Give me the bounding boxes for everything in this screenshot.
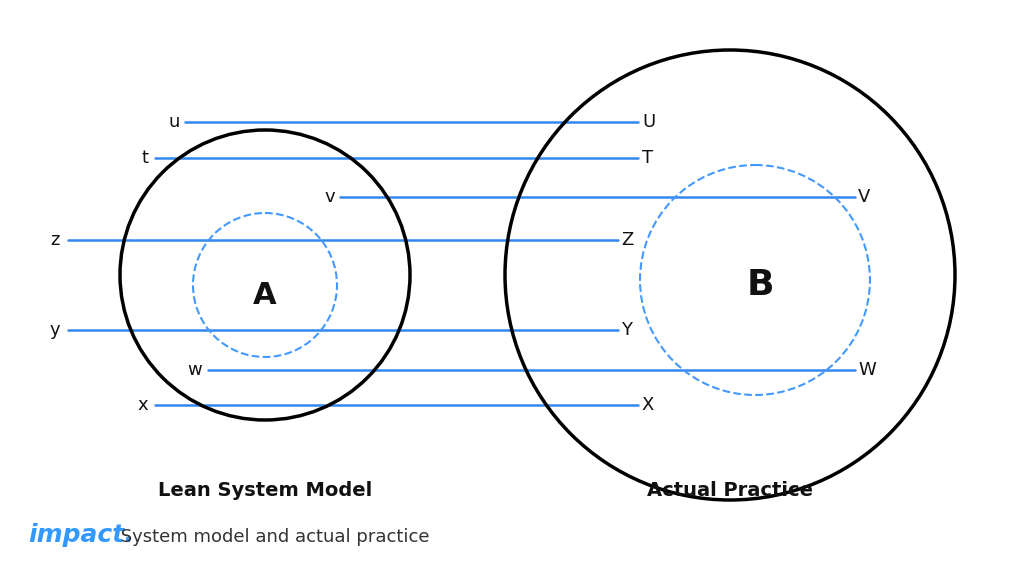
Text: U: U [642,113,655,131]
Text: A: A [253,281,276,309]
Text: Z: Z [621,231,633,249]
Text: t: t [141,149,148,167]
Text: X: X [641,396,653,414]
Text: u: u [169,113,180,131]
Text: w: w [187,361,202,379]
Text: x: x [137,396,148,414]
Text: y: y [49,321,60,339]
Text: impact.: impact. [28,523,134,547]
Text: z: z [50,231,60,249]
Text: B: B [746,268,774,302]
Text: V: V [858,188,870,206]
Text: v: v [325,188,335,206]
Text: T: T [642,149,653,167]
Text: W: W [858,361,876,379]
Text: System model and actual practice: System model and actual practice [115,528,429,546]
Text: Lean System Model: Lean System Model [158,480,372,499]
Text: Y: Y [621,321,632,339]
Text: Actual Practice: Actual Practice [647,480,813,499]
